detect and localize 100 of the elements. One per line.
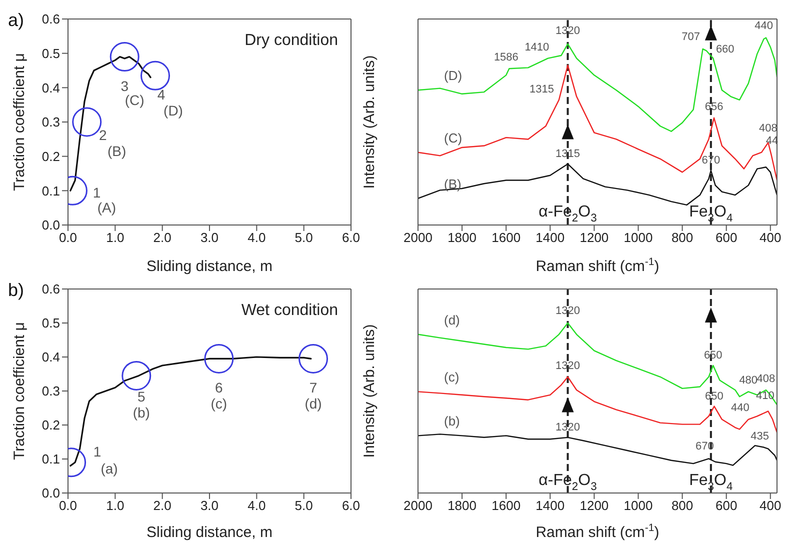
ref-line-label: α-Fe$_{2}$O$_{3}$ <box>538 472 597 493</box>
y-tick-label: 0.3 <box>42 114 60 130</box>
annotation: (B) <box>108 142 126 159</box>
y-axis-title: Intensity (Arb. units) <box>361 55 378 189</box>
point <box>122 360 152 390</box>
y-tick-label: 0.4 <box>42 80 60 96</box>
annotation: 1 <box>92 184 101 200</box>
series-label: (D) <box>444 68 462 84</box>
y-axis-title: Traction coefficient μ <box>11 322 28 460</box>
text: Dry condition <box>244 32 338 50</box>
x-tick-label: 1600 <box>492 230 521 246</box>
x-tick-label: 800 <box>671 230 694 246</box>
annotation: 440 <box>731 402 750 414</box>
annotation: 1 <box>93 443 102 460</box>
y-tick-label: 0.5 <box>42 316 60 331</box>
y-tick-label: 0.5 <box>42 46 60 61</box>
ref-line-label: α-Fe$_{2}$O$_{3}$ <box>538 204 597 225</box>
annotation: 1315 <box>530 83 554 96</box>
x-tick-label: 2.0 <box>153 230 172 246</box>
annotation: 4 <box>157 86 166 102</box>
annotation: 670 <box>702 154 720 166</box>
x-tick-label: 2000 <box>404 498 432 514</box>
annotation: 408 <box>756 372 776 385</box>
annotation: 3 <box>120 77 129 94</box>
annotation: 1320 <box>556 421 580 434</box>
series-label: (c) <box>444 370 460 385</box>
annotation: (C) <box>124 91 144 108</box>
annotation: 1410 <box>524 41 550 54</box>
x-tick-label: 5.0 <box>294 498 313 514</box>
x-axis-title: Sliding distance, m <box>146 258 272 275</box>
x-tick-label: 4.0 <box>248 498 266 514</box>
text: b) <box>8 280 24 301</box>
x-tick-label: 1200 <box>580 498 609 514</box>
point <box>140 60 170 90</box>
series-label: (C) <box>444 130 462 146</box>
x-tick-label: 0.0 <box>58 498 78 514</box>
x-tick-label: 3.0 <box>200 498 219 514</box>
text: a) <box>8 10 24 31</box>
annotation: (b) <box>132 404 150 420</box>
annotation: 660 <box>716 43 734 56</box>
y-tick-label: 0.2 <box>42 418 60 433</box>
y-tick-label: 0.1 <box>42 452 60 467</box>
x-tick-label: 600 <box>715 230 738 246</box>
annotation: (a) <box>100 460 118 476</box>
annotation: 1320 <box>556 360 580 372</box>
annotation: 1586 <box>494 52 518 64</box>
x-axis-title: Raman shift (cm$^{-1}$) <box>536 522 660 541</box>
annotation: 7 <box>309 379 318 396</box>
annotation: 435 <box>750 430 769 442</box>
x-tick-label: 0.0 <box>58 230 78 246</box>
x-tick-label: 400 <box>760 230 782 246</box>
x-tick-label: 400 <box>760 498 782 514</box>
y-tick-label: 0.0 <box>42 218 60 233</box>
annotation: 707 <box>682 30 700 43</box>
annotation: 670 <box>696 440 714 453</box>
x-tick-label: 800 <box>671 498 694 514</box>
annotation: 1320 <box>556 304 580 317</box>
point <box>298 344 328 374</box>
annotation: 656 <box>704 100 724 113</box>
series-label: (B) <box>444 176 462 192</box>
annotation: 650 <box>705 390 724 402</box>
annotation: (A) <box>97 199 116 216</box>
x-axis-title: Sliding distance, m <box>146 524 272 541</box>
x-tick-label: 1.0 <box>106 230 124 246</box>
y-tick-label: 0.0 <box>42 486 60 501</box>
annotation: 440 <box>754 20 773 32</box>
x-tick-label: 2.0 <box>153 498 172 514</box>
x-tick-label: 4.0 <box>248 230 266 246</box>
x-tick-label: 1000 <box>624 498 653 514</box>
x-tick-label: 2000 <box>404 230 432 246</box>
annotation: 5 <box>137 388 146 404</box>
y-tick-label: 0.6 <box>42 282 60 297</box>
y-tick-label: 0.4 <box>42 350 60 365</box>
y-tick-label: 0.6 <box>42 12 60 27</box>
x-tick-label: 3.0 <box>200 230 219 246</box>
y-axis-title: Traction coefficient μ <box>11 53 28 191</box>
annotation: 6 <box>215 379 224 396</box>
x-tick-label: 1000 <box>624 230 653 246</box>
annotation: 480 <box>739 374 758 387</box>
y-axis-title: Intensity (Arb. units) <box>361 324 378 458</box>
x-tick-label: 1400 <box>536 498 565 514</box>
x-tick-label: 6.0 <box>342 498 360 514</box>
annotation: 650 <box>704 349 722 362</box>
annotation: 2 <box>98 126 107 143</box>
annotation: (D) <box>164 102 183 118</box>
x-tick-label: 6.0 <box>342 230 360 246</box>
y-tick-label: 0.2 <box>42 148 60 164</box>
annotation: 1320 <box>556 24 580 37</box>
point <box>204 344 234 374</box>
annotation: 408 <box>759 122 778 135</box>
annotation: (d) <box>304 395 322 412</box>
text: Wet condition <box>241 302 338 320</box>
x-tick-label: 1400 <box>536 230 565 246</box>
annotation: (c) <box>210 395 228 412</box>
series-label: (b) <box>444 414 460 429</box>
x-tick-label: 1800 <box>448 498 477 514</box>
x-tick-label: 1800 <box>448 230 477 246</box>
y-tick-label: 0.1 <box>42 183 60 198</box>
x-tick-label: 1600 <box>492 498 521 514</box>
x-tick-label: 1200 <box>580 230 609 246</box>
